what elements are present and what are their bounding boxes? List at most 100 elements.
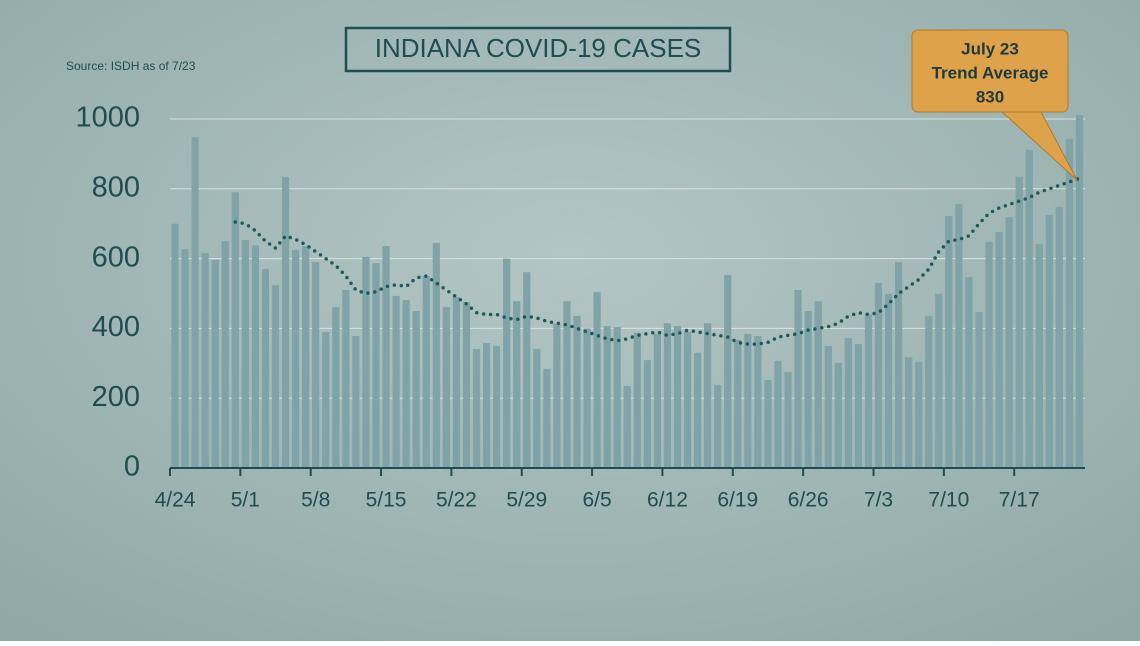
bar (1055, 206, 1063, 468)
y-tick-label: 800 (92, 171, 140, 203)
bar (523, 272, 531, 468)
bar (573, 315, 581, 468)
bar (191, 137, 199, 468)
bar (683, 331, 692, 468)
bar (241, 240, 249, 468)
y-tick-label: 200 (92, 381, 140, 413)
bar (714, 384, 722, 468)
bar (553, 323, 561, 468)
bar (312, 262, 320, 468)
callout-text: 830 (976, 87, 1004, 106)
callout-text: July 23 (961, 39, 1019, 58)
bar (452, 296, 460, 468)
bar (804, 310, 812, 468)
bar (322, 331, 330, 468)
bar (503, 258, 511, 468)
bar (774, 360, 782, 468)
bar (472, 348, 481, 468)
title-box (344, 26, 732, 73)
bar (734, 339, 742, 468)
bar (211, 259, 219, 468)
bar (915, 361, 923, 468)
bar (342, 290, 350, 468)
bar (382, 246, 390, 468)
bar (985, 241, 993, 468)
bar (633, 332, 641, 468)
x-tick-label: 5/8 (301, 489, 330, 512)
bar (834, 362, 842, 468)
bar (231, 192, 239, 469)
bar (623, 385, 631, 468)
bar (1015, 176, 1023, 468)
bar (754, 336, 762, 468)
x-tick-label: 5/29 (506, 489, 547, 512)
x-tick-label: 5/22 (436, 489, 477, 512)
bar (352, 336, 360, 468)
bar (613, 327, 621, 468)
bar (221, 241, 229, 468)
bar (935, 293, 943, 468)
bar (673, 325, 682, 468)
x-tick-label: 4/24 (155, 489, 196, 512)
bar (643, 360, 651, 468)
bar (724, 275, 732, 468)
bar (864, 314, 873, 468)
bar (1005, 217, 1013, 468)
bar (744, 333, 752, 468)
bar (874, 283, 883, 468)
bar (1065, 138, 1074, 468)
bar (261, 269, 270, 468)
bar (1075, 115, 1084, 468)
bar (593, 292, 601, 468)
bar (402, 300, 410, 468)
bar (583, 328, 591, 468)
bar (171, 223, 179, 468)
x-tick-label: 5/1 (231, 489, 260, 512)
bar (563, 301, 571, 468)
bar (694, 352, 702, 468)
x-tick-label: 7/17 (999, 489, 1040, 512)
bar (332, 307, 340, 468)
bar (482, 343, 491, 468)
callout-text: Trend Average (932, 63, 1049, 82)
source-note: Source: ISDH as of 7/23 (66, 59, 196, 73)
y-tick-label: 1000 (75, 102, 140, 134)
bar (1025, 150, 1033, 468)
bar (784, 372, 792, 468)
x-tick-label: 6/19 (717, 489, 758, 512)
y-tick-label: 400 (92, 311, 140, 343)
bar (292, 249, 300, 468)
bar (1035, 243, 1043, 468)
x-tick-label: 6/5 (582, 489, 611, 512)
bar (251, 245, 259, 468)
callout-box (911, 29, 1069, 113)
bar (955, 204, 963, 468)
bar (281, 176, 290, 468)
bar (824, 345, 832, 468)
bar (905, 357, 913, 468)
bar (995, 232, 1003, 468)
bar (653, 333, 661, 468)
bar (392, 295, 400, 468)
bar (814, 301, 822, 468)
x-tick-label: 7/3 (864, 489, 893, 512)
bar (844, 338, 852, 468)
bar (302, 246, 310, 468)
bar (533, 348, 541, 468)
chart-title: INDIANA COVID-19 CASES (375, 33, 702, 63)
bar (965, 277, 973, 468)
bar (794, 290, 802, 468)
bar (412, 310, 420, 468)
bar (513, 301, 521, 468)
bar (704, 323, 712, 468)
bar (271, 285, 280, 468)
bar (884, 293, 893, 468)
bar (372, 263, 380, 468)
bar (1045, 214, 1053, 468)
y-tick-label: 600 (92, 241, 140, 273)
x-tick-label: 6/26 (788, 489, 829, 512)
bar (975, 311, 983, 468)
bar (201, 253, 209, 468)
